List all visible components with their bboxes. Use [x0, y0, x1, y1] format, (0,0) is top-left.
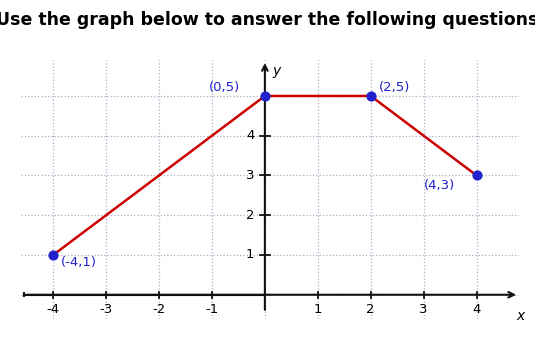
- Text: (2,5): (2,5): [379, 81, 410, 94]
- Text: (0,5): (0,5): [209, 81, 241, 94]
- Text: (-4,1): (-4,1): [61, 256, 97, 269]
- Text: y: y: [273, 64, 281, 78]
- Text: x: x: [516, 309, 524, 322]
- Text: 2: 2: [366, 303, 375, 316]
- Text: Use the graph below to answer the following questions: Use the graph below to answer the follow…: [0, 11, 535, 29]
- Text: 3: 3: [246, 169, 254, 182]
- Text: -3: -3: [100, 303, 113, 316]
- Text: (4,3): (4,3): [424, 179, 455, 192]
- Point: [366, 93, 375, 99]
- Text: 4: 4: [472, 303, 481, 316]
- Text: 4: 4: [246, 129, 254, 142]
- Text: -1: -1: [205, 303, 219, 316]
- Point: [261, 93, 269, 99]
- Text: 3: 3: [419, 303, 428, 316]
- Text: -4: -4: [47, 303, 60, 316]
- Text: 2: 2: [246, 209, 254, 222]
- Text: -2: -2: [152, 303, 166, 316]
- Point: [472, 173, 481, 178]
- Text: 1: 1: [314, 303, 322, 316]
- Text: 1: 1: [246, 249, 254, 262]
- Point: [49, 252, 57, 258]
